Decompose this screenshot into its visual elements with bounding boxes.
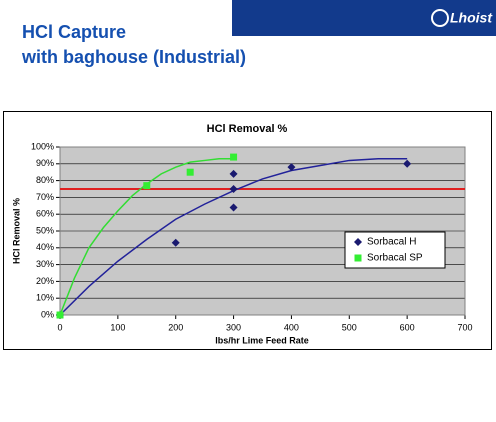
x-tick-label: 200	[168, 322, 183, 332]
point	[287, 163, 296, 172]
x-tick-label: 500	[342, 322, 357, 332]
point	[56, 311, 64, 319]
legend-marker	[354, 238, 362, 246]
point	[229, 185, 238, 193]
y-tick-label: 90%	[36, 158, 54, 168]
y-tick-label: 30%	[36, 259, 54, 269]
x-tick-label: 600	[400, 322, 415, 332]
y-tick-label: 60%	[36, 209, 54, 219]
chart-title: HCl Removal %	[207, 123, 288, 135]
y-tick-label: 20%	[36, 276, 54, 286]
point	[230, 153, 238, 161]
y-tick-label: 100%	[31, 141, 54, 151]
point	[171, 238, 180, 247]
x-tick-label: 300	[226, 322, 241, 332]
slide-title: with baghouse (Industrial)	[21, 47, 246, 67]
y-tick-label: 10%	[36, 293, 54, 303]
legend-label: Sorbacal H	[367, 237, 416, 248]
y-tick-label: 50%	[36, 225, 54, 235]
x-tick-label: 0	[57, 322, 62, 332]
legend-marker	[354, 254, 362, 262]
x-tick-label: 100	[110, 322, 125, 332]
x-tick-label: 400	[284, 322, 299, 332]
y-axis-label: HCl Removal %	[11, 198, 21, 264]
slide-title: HCl Capture	[22, 22, 126, 42]
point	[229, 169, 238, 178]
x-axis-label: lbs/hr Lime Feed Rate	[215, 335, 309, 345]
legend-box	[344, 231, 446, 269]
y-tick-label: 40%	[36, 242, 54, 252]
y-tick-label: 80%	[36, 175, 54, 185]
point	[229, 203, 238, 212]
plot-border	[59, 146, 466, 316]
point	[143, 182, 151, 190]
x-tick-label: 700	[457, 322, 472, 332]
point	[186, 168, 194, 176]
legend-label: Sorbacal SP	[367, 253, 423, 264]
header-band	[232, 0, 496, 36]
y-tick-label: 70%	[36, 192, 54, 202]
logo-text: Lhoist	[450, 10, 493, 26]
y-tick-label: 0%	[41, 309, 54, 319]
point	[403, 159, 412, 168]
logo-icon	[431, 9, 449, 27]
